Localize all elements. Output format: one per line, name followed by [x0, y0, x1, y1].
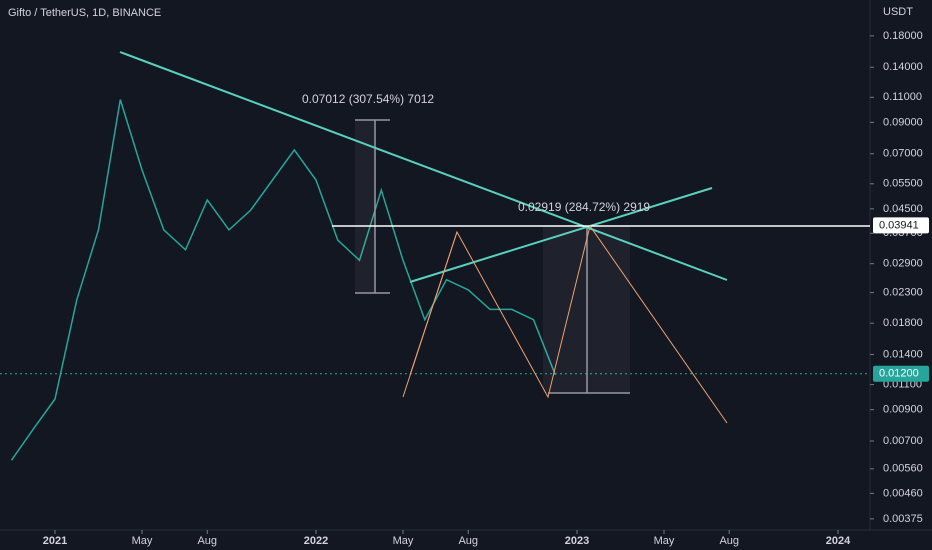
- y-tick-label: 0.09000: [883, 116, 923, 128]
- y-axis-label: USDT: [883, 6, 913, 18]
- x-tick-label: 2024: [826, 535, 851, 547]
- x-tick-label: May: [393, 535, 414, 547]
- y-tick-label: 0.14000: [883, 61, 923, 73]
- price-badge: [873, 217, 929, 234]
- measure-area: [355, 120, 375, 293]
- y-tick-label: 0.00900: [883, 404, 923, 416]
- y-tick-label: 0.18000: [883, 30, 923, 42]
- x-tick-label: 2021: [43, 535, 67, 547]
- x-tick-label: Aug: [197, 535, 217, 547]
- price-badge: [873, 365, 929, 382]
- price-badge-label: 0.03941: [879, 219, 919, 231]
- x-tick-label: May: [132, 535, 153, 547]
- price-badge-label: 0.01200: [879, 368, 919, 380]
- y-tick-label: 0.02300: [883, 286, 923, 298]
- x-tick-label: 2022: [304, 535, 328, 547]
- y-tick-label: 0.02900: [883, 258, 923, 270]
- y-tick-label: 0.11000: [883, 91, 922, 103]
- price-line: [10, 99, 556, 461]
- y-tick-label: 0.00700: [883, 435, 923, 447]
- trend-line: [119, 51, 728, 281]
- x-tick-label: May: [654, 535, 675, 547]
- x-tick-label: 2023: [565, 535, 589, 547]
- drawings: [119, 51, 870, 424]
- pattern-line: [409, 231, 458, 376]
- x-tick-label: Aug: [458, 535, 478, 547]
- chart-title: Gifto / TetherUS, 1D, BINANCE: [8, 7, 161, 19]
- y-tick-label: 0.05500: [883, 178, 923, 190]
- annotation: 0.02919 (284.72%) 2919: [518, 200, 650, 214]
- y-tick-label: 0.00460: [883, 487, 923, 499]
- y-tick-label: 0.04500: [883, 203, 923, 215]
- y-tick-label: 0.00375: [883, 513, 923, 525]
- plot: [0, 99, 870, 461]
- y-tick-label: 0.00560: [883, 463, 923, 475]
- y-tick-label: 0.07000: [883, 148, 923, 160]
- y-tick-label: 0.01800: [883, 317, 923, 329]
- trend-line: [409, 187, 713, 283]
- x-tick-label: Aug: [719, 535, 739, 547]
- y-tick-label: 0.01400: [883, 348, 923, 360]
- annotation: 0.07012 (307.54%) 7012: [302, 92, 434, 106]
